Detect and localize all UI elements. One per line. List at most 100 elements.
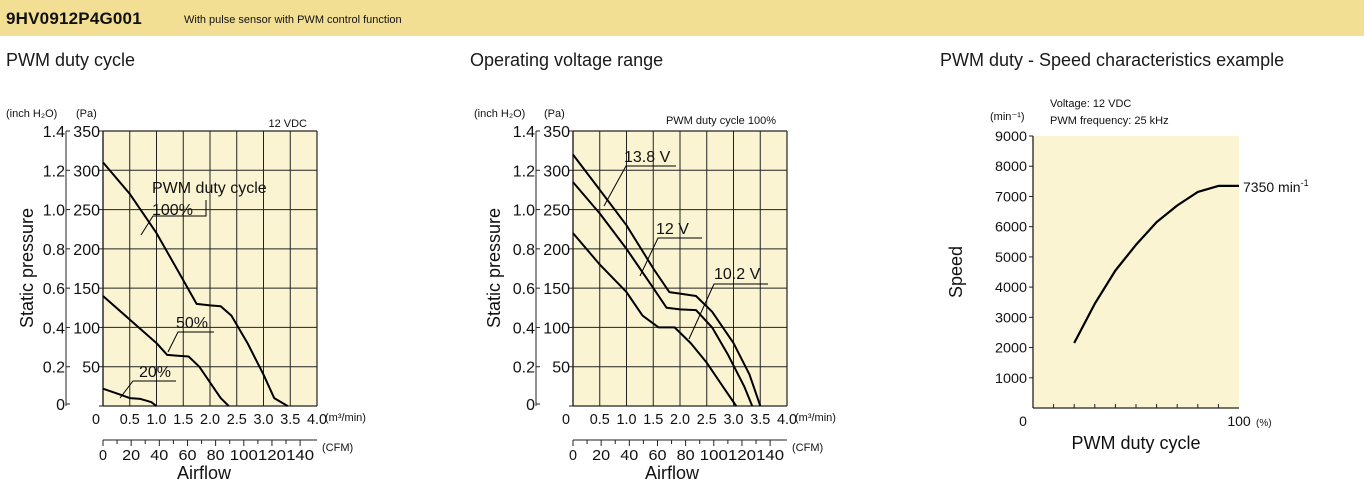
chart3-y-tick-label: 2000 bbox=[995, 340, 1027, 356]
chart1-y-unit-primary: (Pa) bbox=[76, 108, 97, 120]
chart2-series-label: 13.8 V bbox=[624, 149, 671, 166]
chart2-axes: 350300250200150100501.41.21.00.80.60.40.… bbox=[513, 124, 797, 464]
chart2-y-tick-label-pa: 100 bbox=[543, 320, 570, 337]
chart3-series bbox=[1073, 184, 1239, 344]
chart3-axes: 9000 8000 7000 6000 5000 4000 3000 2000 1000 bbox=[995, 128, 1239, 409]
chart2-x-tick-label-m3: 1.5 bbox=[643, 411, 663, 428]
chart2-y-tick-label-inch: 1.0 bbox=[513, 203, 535, 220]
chart1-x-tick-label-cfm: 140 bbox=[286, 447, 314, 464]
chart1-x-tick-label-cfm: 20 bbox=[122, 447, 140, 464]
chart3-x-tick-100: 100 bbox=[1227, 413, 1251, 429]
chart3-plot-area bbox=[1033, 136, 1239, 408]
chart1-y-tick-label-pa: 350 bbox=[73, 124, 100, 141]
chart2-x-tick-label-m3: 2.0 bbox=[670, 411, 690, 428]
chart3-x-tick-0: 0 bbox=[1019, 413, 1027, 429]
chart1-y-tick-label-pa: 150 bbox=[73, 281, 100, 298]
chart1-y-tick-label-pa: 50 bbox=[82, 360, 100, 377]
chart1-y-tick-label-inch: 1.4 bbox=[43, 124, 65, 141]
chart2-x-tick-label-cfm: 40 bbox=[620, 447, 638, 464]
chart1-x-tick-label-m3: 0 bbox=[92, 411, 100, 428]
chart2-y-tick-label-pa: 250 bbox=[543, 203, 570, 220]
chart3-series-line bbox=[1073, 184, 1239, 344]
chart2-x-tick-label-m3: 0.5 bbox=[590, 411, 610, 428]
chart3-y-tick-label: 8000 bbox=[995, 158, 1027, 174]
chart1-y-tick-label-inch: 0 bbox=[56, 397, 65, 414]
chart1-series-label: 50% bbox=[176, 315, 208, 332]
chart1-series-label: 20% bbox=[139, 364, 171, 381]
chart2-x-tick-label-m3: 2.5 bbox=[697, 411, 717, 428]
model-number: 9HV0912P4G001 bbox=[6, 9, 142, 28]
chart1-x-unit-secondary: (CFM) bbox=[322, 442, 353, 454]
chart1-series-line bbox=[102, 161, 289, 407]
chart3-title: PWM duty - Speed characteristics example bbox=[940, 50, 1285, 70]
chart1-y-tick-label-inch: 0.2 bbox=[43, 360, 65, 377]
chart3-y-tick-label: 4000 bbox=[995, 279, 1027, 295]
model-description: With pulse sensor with PWM control funct… bbox=[184, 14, 402, 26]
chart2-y-tick-label-inch: 0 bbox=[526, 397, 535, 414]
chart1-x-tick-label-cfm: 100 bbox=[230, 447, 258, 464]
chart1-x-tick-label-cfm: 80 bbox=[207, 447, 225, 464]
model-header-bar: 9HV0912P4G001 With pulse sensor with PWM… bbox=[0, 0, 1364, 36]
chart1-y-tick-label-inch: 0.8 bbox=[43, 242, 65, 259]
chart3-y-tick-label: 7000 bbox=[995, 188, 1027, 204]
chart3-y-tick-label: 5000 bbox=[995, 249, 1027, 265]
chart1-series-line bbox=[102, 387, 158, 407]
chart1-series-line bbox=[102, 295, 230, 407]
chart3-y-unit: (min⁻¹) bbox=[990, 111, 1025, 123]
chart1-x-unit-primary: (m³/min) bbox=[325, 412, 366, 424]
chart2-series-leader bbox=[688, 283, 768, 340]
chart3-xlabel: PWM duty cycle bbox=[1071, 433, 1200, 453]
chart-operating-voltage-range: 350300250200150100501.41.21.00.80.60.40.… bbox=[474, 108, 836, 483]
chart2-x-tick-label-m3: 3.0 bbox=[724, 411, 744, 428]
chart2-y-tick-label-pa: 350 bbox=[543, 124, 570, 141]
chart2-y-tick-label-inch: 0.6 bbox=[513, 281, 535, 298]
chart1-y-tick-label-pa: 100 bbox=[73, 320, 100, 337]
chart2-x-tick-label-cfm: 20 bbox=[592, 447, 610, 464]
chart1-y-tick-label-inch: 1.2 bbox=[43, 163, 65, 180]
chart2-series-line bbox=[572, 153, 762, 407]
chart1-x-tick-label-m3: 3.0 bbox=[254, 411, 274, 428]
chart2-x-tick-label-m3: 0 bbox=[562, 411, 570, 428]
chart1-x-tick-label-cfm: 120 bbox=[258, 447, 286, 464]
chart1-xlabel: Airflow bbox=[177, 463, 232, 483]
chart1-x-tick-label-m3: 0.5 bbox=[120, 411, 140, 428]
chart2-y-tick-label-inch: 1.4 bbox=[513, 124, 535, 141]
chart1-y-tick-label-pa: 300 bbox=[73, 163, 100, 180]
chart3-y-tick-label: 6000 bbox=[995, 219, 1027, 235]
chart1-x-tick-label-m3: 3.5 bbox=[280, 411, 300, 428]
chart2-annotation: PWM duty cycle 100% bbox=[666, 115, 776, 127]
chart1-x-tick-label-m3: 2.5 bbox=[227, 411, 247, 428]
chart1-series: 100% 50% 20% bbox=[102, 161, 289, 407]
chart2-title: Operating voltage range bbox=[470, 50, 664, 70]
chart2-y-tick-label-inch: 0.2 bbox=[513, 360, 535, 377]
chart2-y-tick-label-inch: 0.4 bbox=[513, 320, 535, 337]
chart3-ylabel: Speed bbox=[946, 246, 966, 298]
chart2-y-tick-label-pa: 200 bbox=[543, 242, 570, 259]
chart2-y-unit-primary: (Pa) bbox=[544, 108, 565, 120]
chart2-x-tick-label-cfm: 120 bbox=[728, 447, 756, 464]
chart1-axes: 350300250200150100501.41.21.00.80.60.40.… bbox=[43, 124, 327, 464]
chart3-note-frequency: PWM frequency: 25 kHz bbox=[1050, 115, 1169, 127]
chart2-series-line bbox=[572, 232, 738, 407]
chart2-series-label: 10.2 V bbox=[714, 266, 761, 283]
chart1-y-tick-label-pa: 250 bbox=[73, 203, 100, 220]
chart1-legend-title: PWM duty cycle bbox=[152, 180, 267, 197]
chart2-series-line bbox=[572, 181, 754, 407]
chart1-grid bbox=[103, 130, 318, 406]
chart2-y-tick-label-pa: 50 bbox=[552, 360, 570, 377]
chart1-y-unit-secondary: (inch H₂O) bbox=[6, 108, 57, 120]
chart1-x-tick-label-m3: 1.0 bbox=[147, 411, 167, 428]
chart1-ylabel: Static pressure bbox=[17, 208, 37, 328]
chart2-x-unit-secondary: (CFM) bbox=[792, 442, 823, 454]
chart2-y-tick-label-pa: 300 bbox=[543, 163, 570, 180]
chart2-ylabel: Static pressure bbox=[484, 208, 504, 328]
chart2-y-unit-secondary: (inch H₂O) bbox=[474, 108, 525, 120]
chart2-series-leader bbox=[603, 165, 676, 207]
chart2-x-tick-label-m3: 3.5 bbox=[750, 411, 770, 428]
chart1-x-tick-label-m3: 4.0 bbox=[307, 411, 327, 428]
chart2-series-label: 12 V bbox=[656, 221, 689, 238]
chart1-x-tick-label-cfm: 0 bbox=[99, 447, 107, 464]
chart2-x-tick-label-cfm: 0 bbox=[569, 447, 577, 464]
chart1-series-leader bbox=[140, 200, 207, 236]
